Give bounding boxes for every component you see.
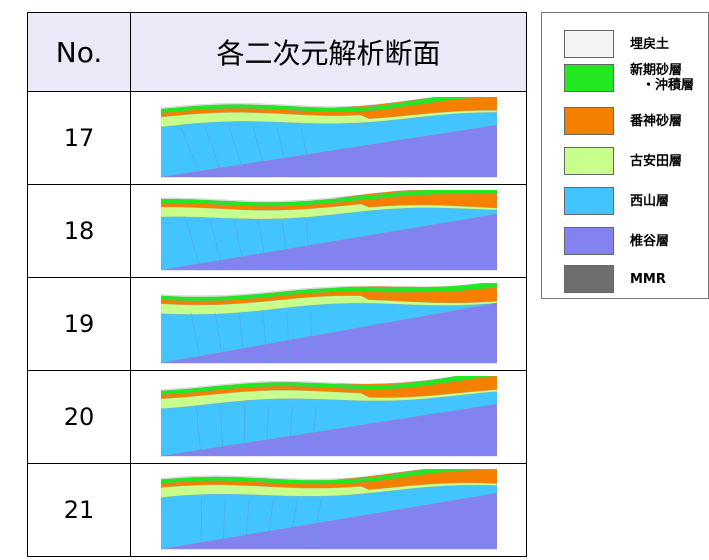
row: 17 [27, 91, 527, 185]
fault-line [222, 498, 226, 550]
section-cell [130, 277, 527, 371]
row: 21 [27, 463, 527, 557]
legend-item: MMR [564, 265, 666, 293]
fault-line [288, 405, 293, 457]
legend-line: 西山層 [630, 193, 670, 209]
shiiya-layer [160, 124, 497, 178]
shiiya-layer [160, 492, 497, 550]
legend-swatch [564, 64, 614, 92]
fault-line [257, 219, 267, 271]
section-cell [130, 370, 527, 464]
fault-line [243, 405, 245, 457]
fault-line [180, 126, 201, 178]
cross-section [160, 190, 497, 271]
fault-line [262, 312, 267, 364]
fault-line [281, 219, 289, 271]
fault-line [300, 126, 311, 178]
fault-line [244, 498, 250, 550]
fault-line [286, 312, 289, 364]
fault-line [219, 405, 223, 457]
legend-item: 椎谷層 [564, 227, 669, 255]
legend-item: 新期砂層 ・沖積層 [564, 63, 694, 93]
fault-line [252, 126, 267, 178]
fault-line [195, 405, 201, 457]
shiiya-layer [160, 213, 497, 271]
fault-line [204, 126, 223, 178]
shinki-layer [160, 469, 497, 485]
legend-label: 古安田層 [630, 154, 682, 169]
header-section: 各二次元解析断面 [130, 12, 527, 92]
legend-swatch [564, 187, 614, 215]
fault-line [233, 219, 245, 271]
legend-line: 古安田層 [630, 153, 683, 169]
fault-line [228, 126, 245, 178]
fault-line [310, 498, 322, 550]
shinki-layer [160, 376, 495, 395]
fault-line [266, 405, 269, 457]
section-cell [130, 463, 527, 557]
fault-line [305, 219, 311, 271]
fault-line [266, 498, 274, 550]
legend-line: 新期砂層 [630, 63, 683, 78]
row-no: 17 [27, 91, 131, 185]
fault-line [190, 312, 201, 364]
fault-line [288, 498, 298, 550]
section-cell [130, 91, 527, 185]
fault-line [276, 126, 289, 178]
section-table: No. 各二次元解析断面 17 18 19 20 21 [27, 12, 527, 557]
legend-swatch [564, 227, 614, 255]
legend-item: 古安田層 [564, 147, 682, 175]
legend-label: 埋戻土 [630, 37, 669, 52]
legend-label: 番神砂層 [630, 114, 682, 129]
cross-section [160, 469, 497, 550]
legend-line: 番神砂層 [630, 113, 683, 129]
legend-label: 新期砂層 ・沖積層 [630, 63, 694, 93]
shinki-layer [160, 190, 497, 207]
legend-line: ・沖積層 [642, 78, 695, 93]
legend: 埋戻土新期砂層 ・沖積層番神砂層古安田層西山層椎谷層 MMR [541, 12, 709, 299]
row-no: 20 [27, 370, 131, 464]
row: 18 [27, 184, 527, 278]
legend-label: 西山層 [630, 194, 669, 209]
row: 19 [27, 277, 527, 371]
legend-item: 西山層 [564, 187, 669, 215]
row-no: 18 [27, 184, 131, 278]
row: 20 [27, 370, 527, 464]
legend-line: 埋戻土 [630, 36, 670, 52]
legend-line: 椎谷層 [630, 233, 670, 249]
legend-swatch [564, 107, 614, 135]
cross-section [160, 376, 497, 457]
shinki-layer [160, 283, 497, 302]
legend-swatch [564, 30, 614, 58]
legend-swatch [564, 265, 614, 293]
fault-line [310, 405, 317, 457]
fault-line [185, 219, 201, 271]
section-cell [130, 184, 527, 278]
shiiya-layer [160, 302, 497, 364]
header-no: No. [27, 12, 131, 92]
cross-section [160, 97, 497, 178]
fault-line [209, 219, 223, 271]
legend-label: 椎谷層 [630, 234, 669, 249]
shinki-layer [160, 97, 488, 114]
row-no: 19 [27, 277, 131, 371]
legend-label: MMR [630, 272, 666, 287]
row-no: 21 [27, 463, 131, 557]
fault-line [238, 312, 245, 364]
legend-item: 埋戻土 [564, 30, 669, 58]
legend-line: MMR [630, 271, 666, 287]
legend-swatch [564, 147, 614, 175]
cross-section [160, 283, 497, 364]
legend-item: 番神砂層 [564, 107, 682, 135]
fault-line [214, 312, 223, 364]
